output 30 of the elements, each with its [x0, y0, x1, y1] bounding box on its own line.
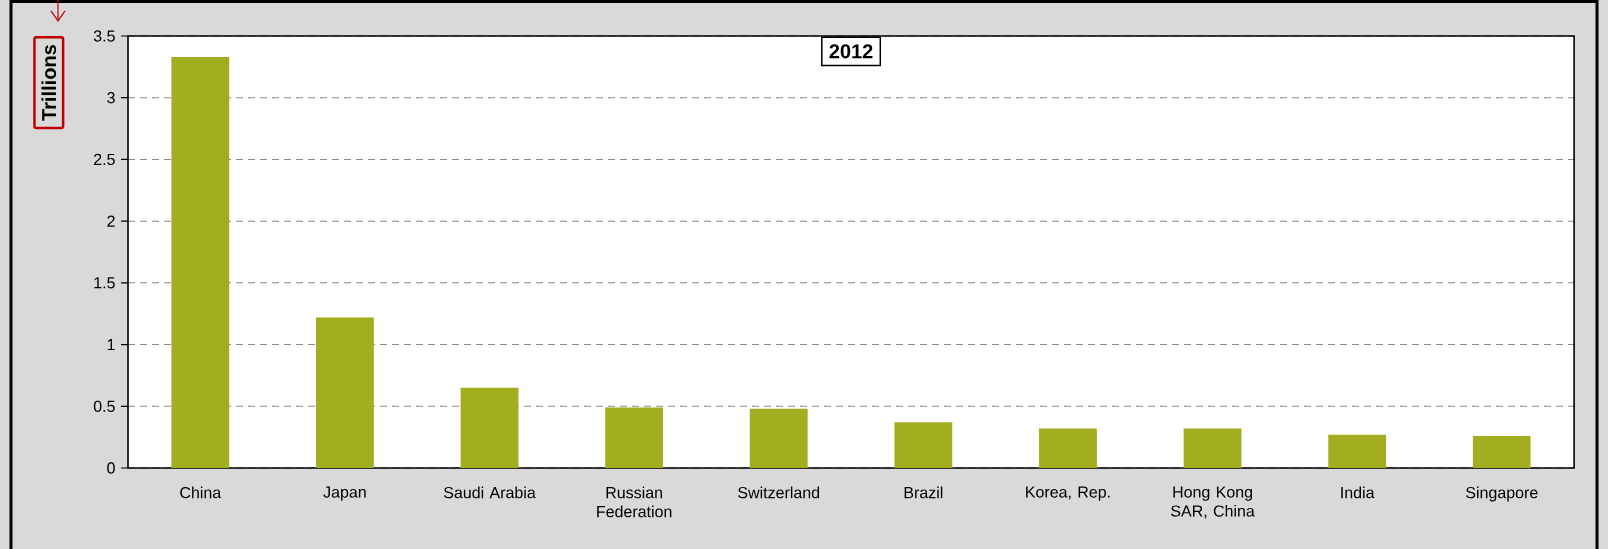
bar	[1039, 428, 1097, 468]
bar	[171, 56, 230, 468]
bar	[316, 317, 374, 468]
x-tick-label: Russian Federation	[597, 486, 672, 518]
bar	[1328, 434, 1387, 468]
chart-title: 2012	[829, 44, 873, 59]
x-tick-label: Brazil	[904, 486, 943, 499]
bar	[1183, 428, 1242, 468]
bar	[894, 422, 953, 468]
y-tick-label: 3	[107, 92, 115, 104]
x-tick-label: Singapore	[1466, 486, 1538, 502]
x-tick-label: Korea, Rep.	[1026, 486, 1110, 501]
x-tick-label: India	[1341, 486, 1375, 499]
y-tick-label: 1.5	[94, 277, 115, 289]
y-tick-label: 2	[107, 215, 115, 227]
bar	[460, 387, 519, 468]
bar	[749, 408, 808, 468]
y-tick-label: 2.5	[94, 153, 115, 166]
y-axis-title: Trillions	[41, 45, 57, 121]
x-tick-label: Hong Kong SAR, China	[1171, 486, 1255, 519]
bar	[1472, 435, 1531, 468]
x-tick-label: Switzerland	[738, 486, 820, 499]
y-tick-label: 0.5	[93, 400, 115, 412]
x-tick-label: China	[180, 486, 222, 499]
x-tick-label: Japan	[323, 486, 366, 501]
bar	[605, 407, 664, 468]
y-tick-label: 0	[107, 462, 115, 474]
y-tick-label: 3.5	[93, 30, 115, 42]
y-tick-label: 1	[107, 339, 115, 351]
x-tick-label: Saudi Arabia	[444, 486, 536, 499]
